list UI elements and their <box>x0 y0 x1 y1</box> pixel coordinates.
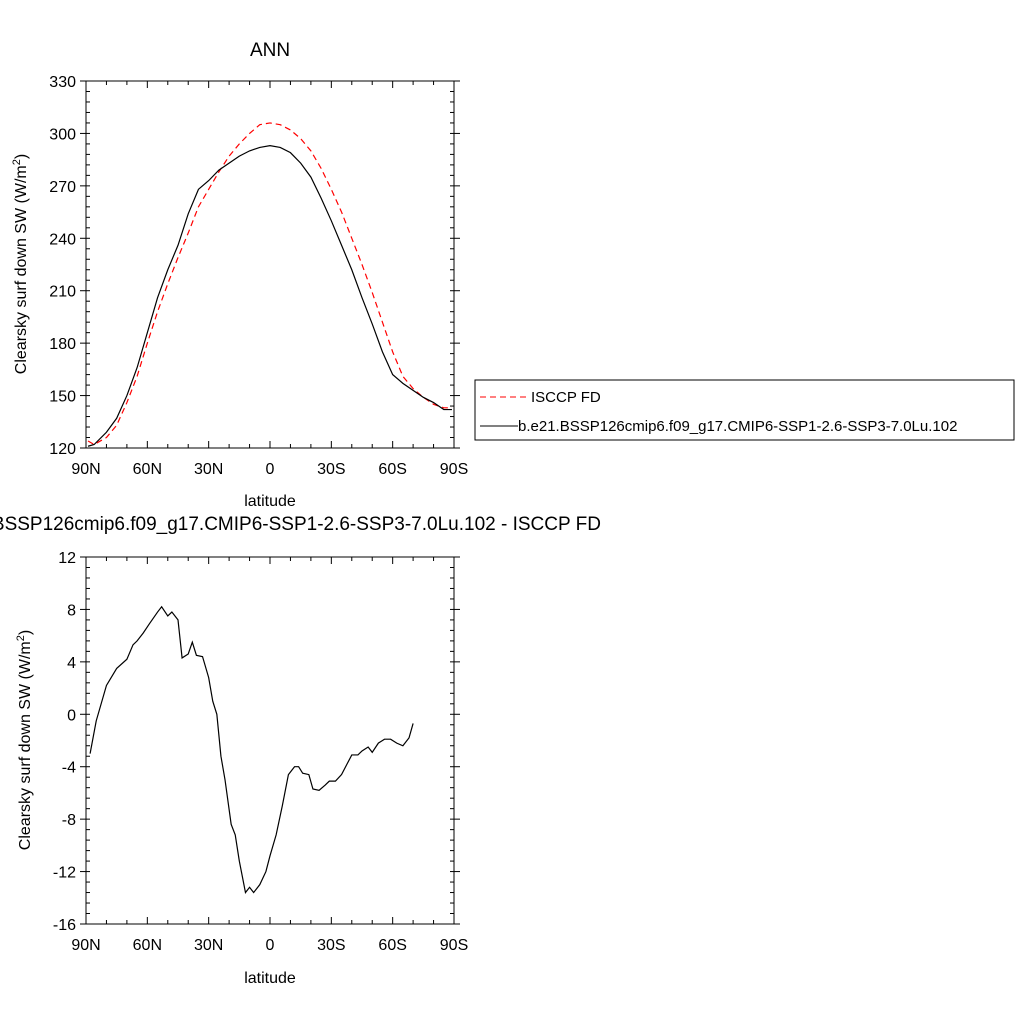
x-tick-label: 60N <box>133 461 162 478</box>
y-tick-label: 300 <box>49 126 76 143</box>
legend-box <box>474 379 1015 441</box>
y-tick-label: 150 <box>49 389 76 406</box>
y-axis-title-difference: Clearsky surf down SW (W/m2) <box>15 630 34 850</box>
series-line-0 <box>89 605 414 894</box>
y-tick-label: 210 <box>49 284 76 301</box>
chart-annual-mean: ANN 90N 60N 30N 0 30S 60S 90S 120 150 180 210 240 27… <box>11 40 468 510</box>
x-tick-label: 30S <box>317 461 345 478</box>
y-tick-label: -16 <box>53 917 76 934</box>
chart-title: ANN <box>250 40 290 61</box>
series-line-1 <box>87 145 452 447</box>
chart-title-difference: b.e21.BSSP126cmip6.f09_g17.CMIP6-SSP1-2.… <box>0 514 601 535</box>
y-tick-label: 4 <box>67 655 76 672</box>
plot-frame-difference <box>85 556 455 925</box>
x-tick-label: 30N <box>194 937 223 954</box>
y-tick-label: 12 <box>58 550 76 567</box>
y-tick-label: 240 <box>49 231 76 248</box>
y-tick-label: 270 <box>49 179 76 196</box>
legend-label-isccp: ISCCP FD <box>531 389 601 406</box>
x-tick-label: 0 <box>266 461 275 478</box>
y-tick-label: 8 <box>67 602 76 619</box>
x-tick-label: 90N <box>71 461 100 478</box>
y-tick-label: 180 <box>49 336 76 353</box>
y-tick-label: 0 <box>67 707 76 724</box>
x-tick-label: 60N <box>133 937 162 954</box>
x-axis-title: latitude <box>244 493 296 510</box>
y-tick-label: -12 <box>53 865 76 882</box>
x-tick-label: 60S <box>378 461 406 478</box>
plot-frame <box>85 80 455 449</box>
x-tick-label: 30N <box>194 461 223 478</box>
y-tick-label: 120 <box>49 441 76 458</box>
x-tick-label: 30S <box>317 937 345 954</box>
legend-label-model: b.e21.BSSP126cmip6.f09_g17.CMIP6-SSP1-2.… <box>518 418 957 435</box>
x-tick-label: 90S <box>440 461 468 478</box>
series-line-0 <box>87 122 452 446</box>
x-tick-label: 0 <box>266 937 275 954</box>
x-axis-title-difference: latitude <box>244 970 296 987</box>
x-tick-label: 60S <box>378 937 406 954</box>
y-tick-label: -4 <box>62 760 76 777</box>
y-tick-label: -8 <box>62 812 76 829</box>
legend: ISCCP FD b.e21.BSSP126cmip6.f09_g17.CMIP… <box>474 379 1015 441</box>
y-axis-title: Clearsky surf down SW (W/m2) <box>11 154 30 374</box>
y-tick-label: 330 <box>49 74 76 91</box>
chart-difference: b.e21.BSSP126cmip6.f09_g17.CMIP6-SSP1-2.… <box>0 514 601 987</box>
x-tick-label: 90S <box>440 937 468 954</box>
x-tick-label: 90N <box>71 937 100 954</box>
